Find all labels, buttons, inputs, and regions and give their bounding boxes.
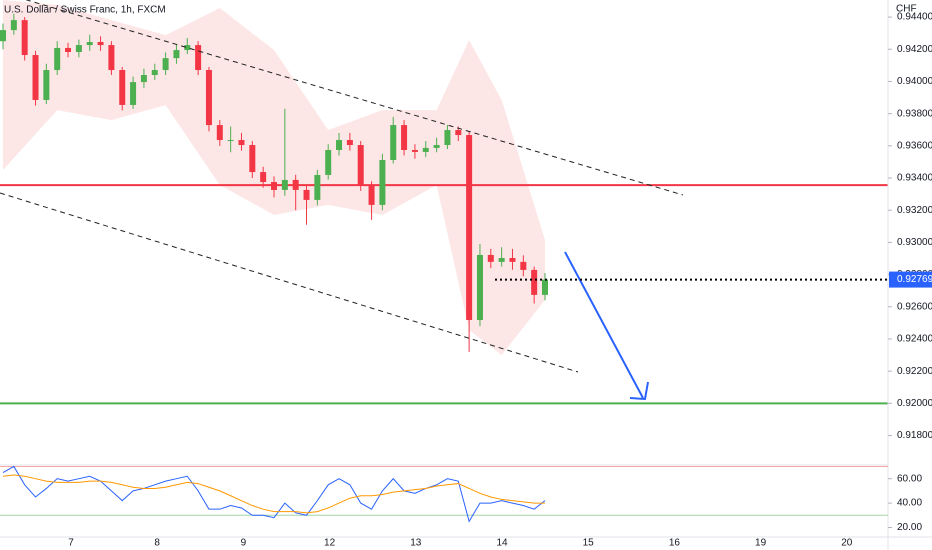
candle-body [476, 254, 483, 320]
channel-upper [25, 0, 684, 196]
candle-body [173, 50, 180, 59]
chart-title: U.S. Dollar / Swiss Franc, 1h, FXCM [4, 5, 166, 16]
last-price-box [889, 271, 932, 288]
candle-body [108, 45, 115, 71]
x-tick-label: 9 [241, 538, 247, 549]
candle-body [292, 179, 299, 190]
x-tick-label: 7 [68, 538, 74, 549]
candle-body [65, 47, 72, 52]
candle-body [271, 182, 277, 190]
candle-body [466, 135, 473, 320]
y-tick-label: 0.93400 [897, 173, 932, 184]
candle-body [357, 145, 364, 185]
y-tick-label: 0.93600 [897, 140, 932, 151]
axis-unit: CHF [896, 4, 917, 15]
candle-body [21, 20, 28, 56]
candle-body [346, 140, 353, 146]
candle-body [411, 150, 418, 152]
candle-body [216, 125, 223, 141]
candle-body [455, 130, 462, 136]
candle-body [10, 20, 17, 31]
candle-body [0, 30, 6, 42]
channel-lower [0, 192, 579, 373]
candle-body [43, 70, 50, 100]
candle-body [227, 140, 234, 142]
candle-body [314, 174, 321, 200]
candle-body [75, 45, 82, 52]
y-tick-label: 0.94000 [897, 76, 932, 87]
candle-body [433, 145, 440, 148]
candle-body [520, 261, 527, 270]
x-tick-label: 12 [324, 538, 336, 549]
x-tick-label: 20 [841, 538, 853, 549]
candle-body [368, 184, 375, 205]
candle-body [184, 45, 191, 51]
x-tick-label: 16 [669, 538, 681, 549]
candle-body [422, 147, 429, 152]
y-tick-label: 0.94200 [897, 44, 932, 55]
candle-body [487, 254, 494, 262]
arrow-head [629, 381, 649, 401]
arrow [564, 251, 644, 399]
candle-body [119, 70, 126, 105]
rsi-tick-label: 40.00 [897, 498, 922, 509]
rsi-tick-label: 20.00 [897, 522, 922, 533]
y-tick-label: 0.93800 [897, 108, 932, 119]
y-tick-label: 0.92400 [897, 334, 932, 345]
x-tick-label: 13 [410, 538, 422, 549]
candle-body [325, 150, 332, 175]
rsi-line [2, 465, 546, 523]
rsi-tick-label: 60.00 [897, 473, 922, 484]
candle-body [54, 47, 61, 71]
x-tick-label: 14 [496, 538, 508, 549]
candle-body [542, 279, 548, 295]
x-tick-label: 15 [583, 538, 595, 549]
y-tick-label: 0.92000 [897, 398, 932, 409]
candle-body [130, 82, 137, 105]
candle-body [32, 55, 39, 100]
y-tick-label: 0.92200 [897, 366, 932, 377]
candle-body [249, 145, 256, 173]
x-tick-label: 8 [154, 538, 160, 549]
candle-body [195, 45, 202, 71]
candle-body [205, 70, 212, 126]
rsi-line [2, 474, 545, 514]
y-tick-label: 0.93200 [897, 205, 932, 216]
candle-body [498, 258, 505, 262]
candle-body [151, 70, 158, 76]
price-pane [0, 0, 888, 405]
candle-body [509, 258, 516, 262]
x-tick-label: 19 [755, 538, 767, 549]
candle-body [336, 140, 343, 151]
candle-body [401, 125, 408, 151]
y-tick-label: 0.92600 [897, 301, 932, 312]
candle-body [303, 189, 310, 200]
y-tick-label: 0.94400 [897, 12, 932, 23]
candle-body [390, 125, 397, 160]
y-tick-label: 0.91800 [897, 430, 932, 441]
y-tick-label: 0.93000 [897, 237, 932, 248]
candle-body [162, 58, 169, 71]
candle-body [260, 172, 267, 183]
candle-body [238, 140, 245, 146]
last-price-label: 0.92769 [897, 274, 932, 285]
candle-body [86, 42, 93, 46]
candle-body [97, 42, 104, 46]
candle-body [531, 269, 538, 295]
candle-body [444, 130, 451, 146]
candle-body [281, 179, 288, 190]
candle-body [140, 75, 147, 83]
candle-body [379, 159, 386, 205]
